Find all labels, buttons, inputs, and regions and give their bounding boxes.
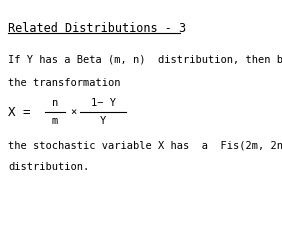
- Text: If Y has a Beta (m, n)  distribution, then by: If Y has a Beta (m, n) distribution, the…: [8, 55, 282, 65]
- Text: Related Distributions - 3: Related Distributions - 3: [8, 22, 186, 35]
- Text: ×: ×: [70, 107, 76, 117]
- Text: the stochastic variable X has  a  Fis(2m, 2n): the stochastic variable X has a Fis(2m, …: [8, 140, 282, 150]
- Text: 1− Y: 1− Y: [91, 98, 116, 108]
- Text: Y: Y: [100, 116, 106, 126]
- Text: X =: X =: [8, 105, 38, 118]
- Text: m: m: [52, 116, 58, 126]
- Text: distribution.: distribution.: [8, 162, 89, 172]
- Text: the transformation: the transformation: [8, 78, 120, 88]
- Text: n: n: [52, 98, 58, 108]
